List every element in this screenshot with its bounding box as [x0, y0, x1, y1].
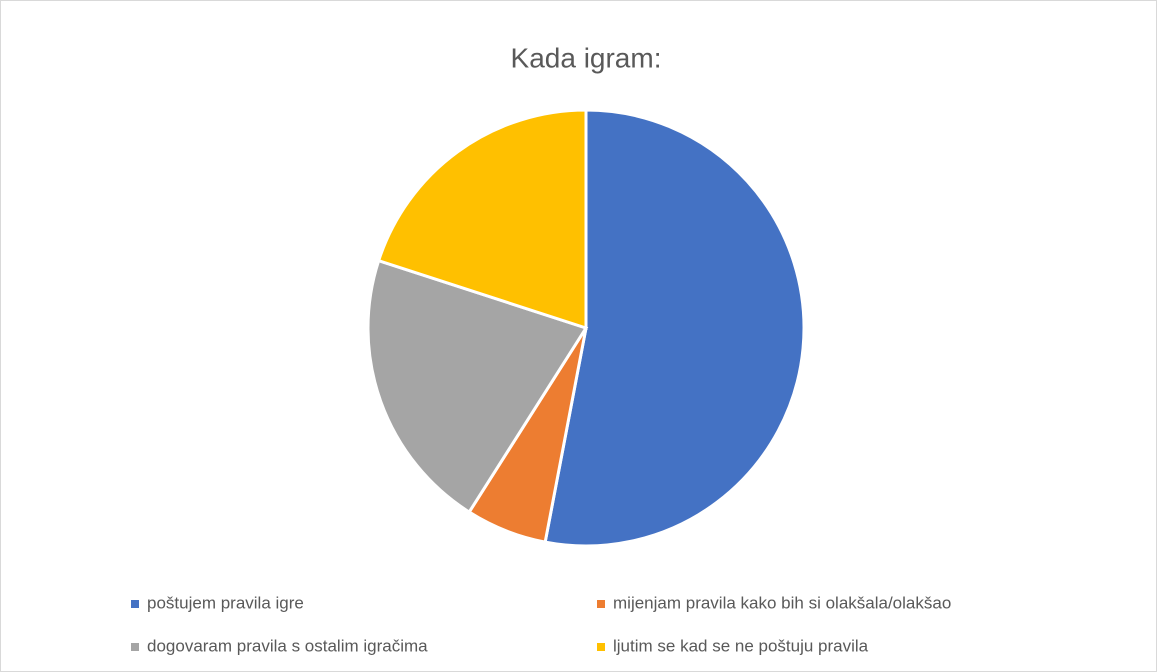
- legend-label: poštujem pravila igre: [147, 593, 304, 612]
- legend-marker: [597, 643, 605, 651]
- legend-marker: [131, 643, 139, 651]
- pie-slice: [366, 258, 589, 515]
- legend-marker: [597, 600, 605, 608]
- legend-marker: [131, 600, 139, 608]
- legend-label: dogovaram pravila s ostalim igračima: [147, 636, 428, 655]
- legend-label: ljutim se kad se ne poštuju pravila: [613, 636, 869, 655]
- chart-title: Kada igram:: [511, 42, 662, 73]
- pie-slice: [543, 108, 806, 548]
- pie-slice: [376, 108, 588, 331]
- legend-label: mijenjam pravila kako bih si olakšala/ol…: [613, 593, 951, 612]
